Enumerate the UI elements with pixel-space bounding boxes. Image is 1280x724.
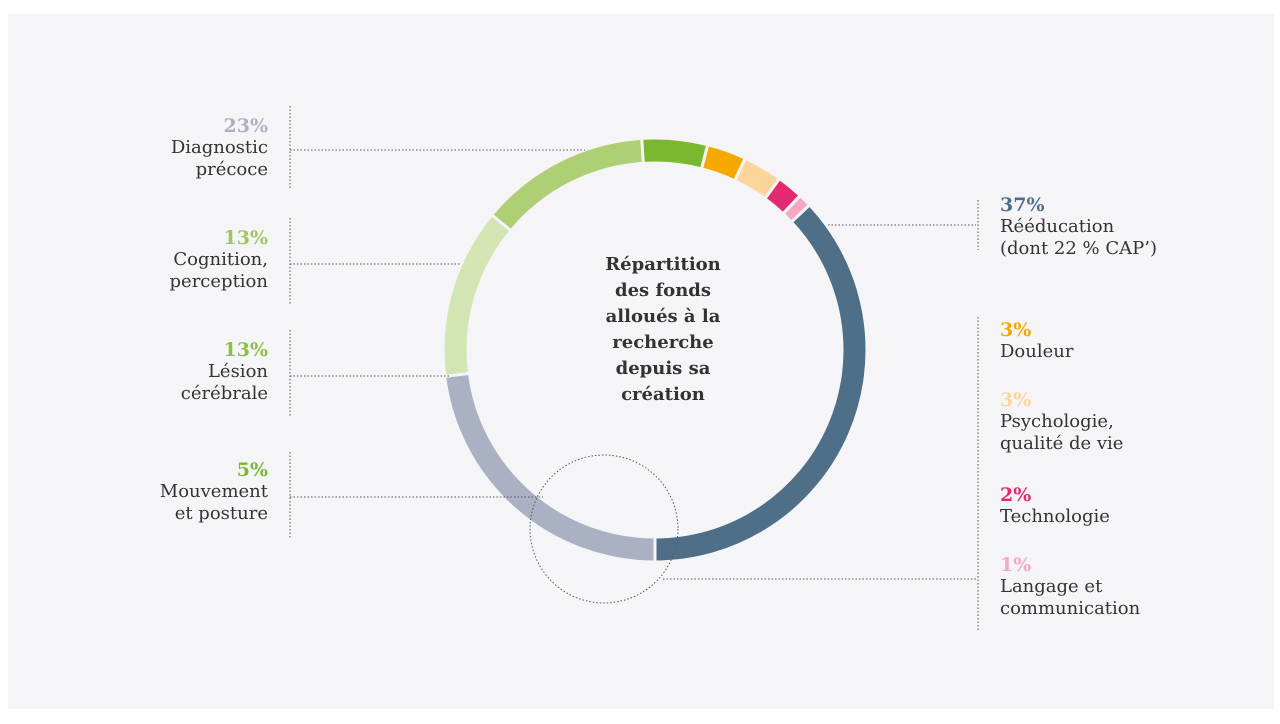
slice-name: Technologie	[1000, 506, 1110, 527]
slice-label-langage: 1% Langage et communication	[1000, 554, 1140, 620]
chart-center-title: Répartition des fonds alloués à la reche…	[578, 252, 748, 408]
donut-slice	[442, 371, 657, 564]
slice-percent: 1%	[1000, 554, 1032, 576]
donut-slice	[640, 136, 710, 171]
slice-name: Cognition, perception	[169, 249, 268, 292]
slice-name: Douleur	[1000, 341, 1074, 362]
center-title-emphasis: création	[621, 384, 705, 405]
slice-name: Lésion cérébrale	[180, 361, 268, 404]
slice-label-reeducation: 37% Rééducation (dont 22 % CAP’)	[1000, 194, 1157, 260]
center-title-line: des fonds	[615, 280, 711, 301]
slice-name: Rééducation (dont 22 % CAP’)	[1000, 216, 1158, 259]
zoom-circle	[529, 454, 679, 604]
slice-percent: 23%	[223, 115, 269, 137]
slice-name: Mouvement et posture	[159, 481, 268, 524]
slice-name: Langage et communication	[1000, 576, 1141, 619]
center-title-line: Répartition	[605, 254, 721, 275]
center-title-line: recherche	[612, 332, 714, 353]
donut-slice	[489, 136, 645, 233]
slice-percent: 3%	[1000, 389, 1032, 411]
center-title-emphasis: depuis sa	[615, 358, 711, 379]
slice-label-cognition: 13% Cognition, perception	[170, 227, 268, 293]
slice-label-mouvement: 5% Mouvement et posture	[160, 459, 268, 525]
slice-label-technologie: 2% Technologie	[1000, 484, 1110, 528]
slice-percent: 13%	[223, 339, 269, 361]
slice-name: Psychologie, qualité de vie	[1000, 411, 1124, 454]
slice-label-douleur: 3% Douleur	[1000, 319, 1073, 363]
slice-percent: 2%	[1000, 484, 1032, 506]
slice-name: Diagnostic précoce	[170, 137, 268, 180]
slice-label-diagnostic: 23% Diagnostic précoce	[171, 115, 268, 181]
donut-slice	[699, 142, 748, 183]
slice-percent: 5%	[236, 459, 268, 481]
chart-canvas: Répartition des fonds alloués à la reche…	[8, 14, 1274, 709]
slice-label-lesion: 13% Lésion cérébrale	[181, 339, 268, 405]
center-title-line: alloués à la	[605, 306, 721, 327]
slice-label-psychologie: 3% Psychologie, qualité de vie	[1000, 389, 1123, 455]
donut-chart	[289, 106, 979, 630]
donut-slice	[441, 212, 514, 379]
slice-percent: 3%	[1000, 319, 1032, 341]
slice-percent: 37%	[1000, 194, 1045, 216]
slice-percent: 13%	[223, 227, 269, 249]
